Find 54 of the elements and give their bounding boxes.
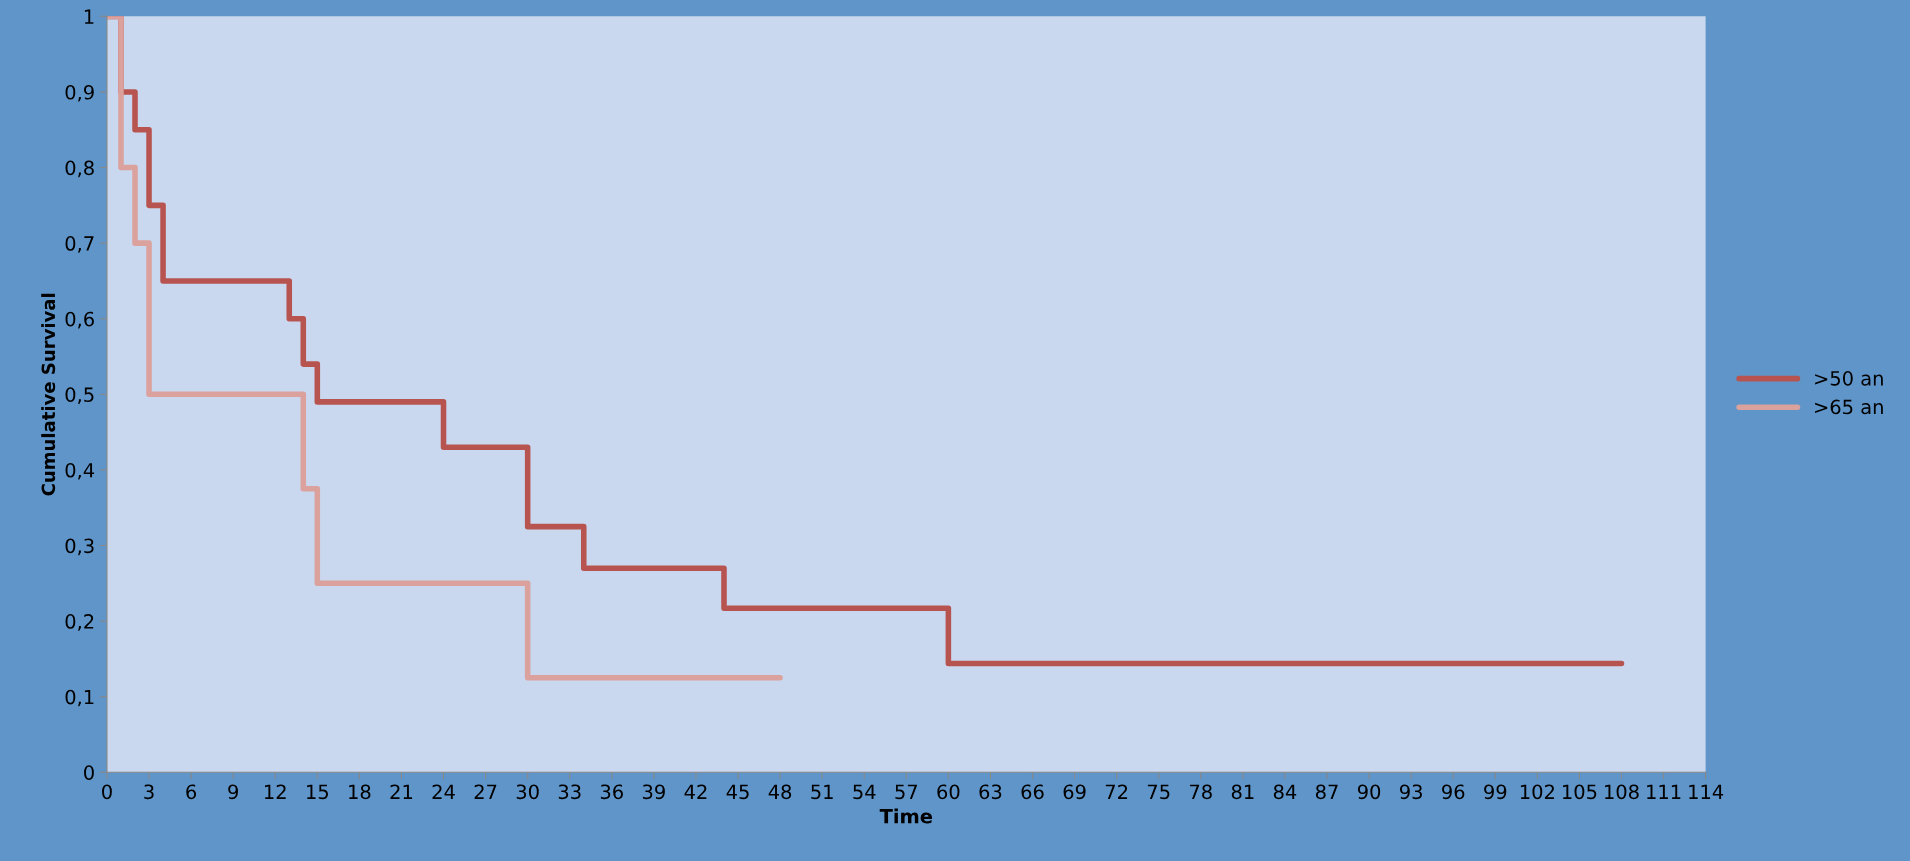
x-tick-label: 6 [186, 784, 197, 800]
x-tick-label: 21 [390, 784, 413, 799]
y-tick-label: 0,6 [65, 311, 94, 329]
x-tick-label: 12 [265, 784, 286, 799]
x-tick-label: 9 [228, 784, 238, 800]
x-tick-label: 66 [1021, 784, 1044, 800]
x-tick-label: 90 [1357, 784, 1381, 800]
legend-label: >65 an [1815, 399, 1883, 415]
x-tick-label: 69 [1063, 784, 1086, 800]
x-tick-label: 75 [1147, 784, 1170, 800]
x-tick-label: 51 [811, 784, 833, 800]
x-tick-label: 93 [1399, 784, 1422, 800]
x-tick-label: 60 [937, 784, 960, 800]
x-tick-label: 108 [1605, 784, 1639, 800]
x-tick-label: 96 [1442, 784, 1465, 800]
x-tick-label: 18 [349, 784, 371, 800]
x-tick-label: 27 [474, 784, 497, 799]
x-tick-label: 24 [432, 784, 455, 799]
x-tick-label: 57 [895, 784, 917, 800]
y-tick-label: 0,4 [65, 462, 95, 480]
y-tick-label: 0,5 [65, 387, 94, 404]
y-tick-label: 0,9 [65, 84, 94, 102]
x-tick-label: 39 [642, 784, 665, 800]
x-tick-label: 87 [1315, 784, 1338, 800]
x-tick-label: 36 [600, 784, 623, 800]
x-tick-label: 111 [1647, 784, 1681, 799]
x-tick-label: 99 [1484, 784, 1507, 800]
y-tick-label: 0,3 [65, 538, 94, 556]
legend-label: >50 an [1815, 371, 1883, 386]
x-tick-label: 102 [1520, 784, 1554, 800]
y-tick-label: 0 [84, 765, 94, 780]
x-tick-label: 78 [1190, 784, 1212, 800]
x-tick-label: 15 [307, 784, 328, 800]
x-tick-label: 72 [1105, 784, 1128, 799]
y-tick-label: 0,1 [65, 689, 94, 707]
x-tick-label: 84 [1273, 784, 1297, 800]
x-tick-label: 0 [102, 784, 112, 800]
x-tick-label: 3 [144, 784, 154, 800]
x-tick-label: 30 [516, 784, 539, 800]
x-tick-label: 81 [1231, 784, 1254, 800]
x-tick-label: 105 [1563, 784, 1597, 800]
y-tick-label: 0,8 [65, 160, 94, 178]
x-tick-label: 45 [726, 784, 749, 800]
x-tick-label: 48 [768, 784, 792, 800]
x-tick-label: 54 [853, 784, 876, 800]
y-axis-title: Cumulative Survival [41, 293, 56, 496]
y-tick-label: 0,2 [65, 614, 94, 631]
x-tick-label: 63 [979, 784, 1002, 800]
y-tick-label: 1 [84, 9, 94, 24]
y-tick-label: 0,7 [65, 236, 94, 253]
x-axis-title: Time [879, 808, 933, 824]
x-tick-label: 33 [558, 784, 581, 800]
x-tick-label: 42 [684, 784, 707, 799]
x-tick-label: 114 [1689, 784, 1724, 799]
